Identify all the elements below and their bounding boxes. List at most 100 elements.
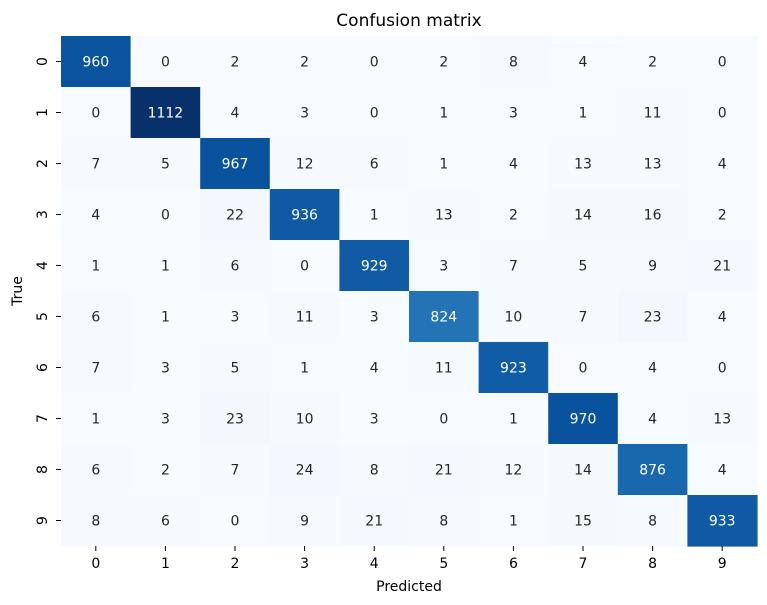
heatmap-cell — [409, 342, 480, 394]
cell-value-label: 5 — [161, 157, 170, 173]
cell-value-label: 0 — [439, 412, 448, 428]
heatmap-cell — [548, 138, 619, 190]
cell-value-label: 2 — [439, 55, 448, 71]
heatmap-cell — [548, 87, 619, 139]
cell-value-label: 23 — [226, 412, 244, 428]
cell-value-label: 967 — [222, 157, 249, 173]
cell-value-label: 7 — [231, 463, 240, 479]
cell-value-label: 8 — [91, 514, 100, 530]
heatmap-cell — [687, 240, 758, 292]
x-tick-label: 5 — [439, 556, 448, 572]
heatmap-cell — [548, 291, 619, 343]
heatmap-cell — [130, 87, 201, 139]
cell-value-label: 22 — [226, 208, 244, 224]
cell-value-label: 6 — [91, 463, 100, 479]
heatmap-cells: 960 0 2 2 0 2 8 4 2 00 1112 4 3 0 1 3 1 11 07 5 967 12 6 1 4 13 13… — [61, 36, 758, 547]
chart-title: Confusion matrix — [336, 11, 481, 31]
heatmap-cell — [339, 444, 410, 496]
heatmap-cell — [269, 189, 340, 241]
heatmap-cell — [200, 240, 271, 292]
heatmap-cell — [269, 240, 340, 292]
x-tick-label: 9 — [718, 556, 727, 572]
heatmap-cell — [339, 138, 410, 190]
cell-value-label: 21 — [365, 514, 383, 530]
cell-value-label: 2 — [648, 55, 657, 71]
heatmap-cell — [61, 444, 132, 496]
cell-value-label: 960 — [82, 55, 109, 71]
heatmap-cell — [61, 393, 132, 445]
cell-value-label: 6 — [161, 514, 170, 530]
cell-value-label: 21 — [713, 259, 731, 275]
heatmap-cell — [269, 291, 340, 343]
cell-value-label: 11 — [644, 106, 662, 122]
cell-value-label: 4 — [370, 361, 379, 377]
cell-value-label: 21 — [435, 463, 453, 479]
x-tick-label: 2 — [231, 556, 240, 572]
heatmap-cell — [687, 87, 758, 139]
heatmap-cell — [269, 495, 340, 547]
cell-value-label: 2 — [231, 55, 240, 71]
heatmap-cell — [409, 87, 480, 139]
cell-value-label: 12 — [504, 463, 522, 479]
heatmap-cell — [617, 138, 688, 190]
cell-value-label: 7 — [91, 361, 100, 377]
cell-value-label: 8 — [648, 514, 657, 530]
cell-value-label: 936 — [291, 208, 318, 224]
cell-value-label: 3 — [231, 310, 240, 326]
heatmap-cell — [339, 240, 410, 292]
heatmap-cell — [339, 393, 410, 445]
cell-value-label: 1 — [161, 310, 170, 326]
heatmap-cell — [130, 342, 201, 394]
cell-value-label: 4 — [648, 412, 657, 428]
heatmap-cell — [200, 495, 271, 547]
y-tick-label: 1 — [35, 108, 51, 117]
heatmap-cell — [200, 444, 271, 496]
cell-value-label: 6 — [231, 259, 240, 275]
heatmap-cell — [687, 495, 758, 547]
heatmap-cell — [200, 342, 271, 394]
heatmap-cell — [478, 240, 549, 292]
heatmap-cell — [478, 36, 549, 88]
cell-value-label: 3 — [161, 361, 170, 377]
heatmap-cell — [478, 444, 549, 496]
heatmap-cell — [339, 291, 410, 343]
cell-value-label: 2 — [300, 55, 309, 71]
heatmap-cell — [200, 138, 271, 190]
cell-value-label: 0 — [91, 106, 100, 122]
heatmap-cell — [617, 240, 688, 292]
cell-value-label: 13 — [574, 157, 592, 173]
cell-value-label: 24 — [296, 463, 314, 479]
cell-value-label: 8 — [370, 463, 379, 479]
cell-value-label: 2 — [509, 208, 518, 224]
heatmap-cell — [269, 138, 340, 190]
heatmap-cell — [409, 444, 480, 496]
heatmap-cell — [200, 87, 271, 139]
cell-value-label: 12 — [296, 157, 314, 173]
cell-value-label: 3 — [439, 259, 448, 275]
heatmap-cell — [687, 189, 758, 241]
x-tick-label: 3 — [300, 556, 309, 572]
cell-value-label: 1 — [579, 106, 588, 122]
cell-value-label: 1 — [509, 514, 518, 530]
heatmap-cell — [61, 342, 132, 394]
heatmap-cell — [61, 87, 132, 139]
cell-value-label: 13 — [713, 412, 731, 428]
heatmap-cell — [61, 291, 132, 343]
heatmap-cell — [339, 495, 410, 547]
heatmap-cell — [269, 393, 340, 445]
heatmap-cell — [617, 444, 688, 496]
cell-value-label: 876 — [639, 463, 666, 479]
cell-value-label: 3 — [300, 106, 309, 122]
heatmap-cell — [687, 444, 758, 496]
y-tick-label: 4 — [35, 261, 51, 270]
cell-value-label: 0 — [161, 55, 170, 71]
cell-value-label: 2 — [161, 463, 170, 479]
heatmap-cell — [617, 495, 688, 547]
cell-value-label: 6 — [91, 310, 100, 326]
cell-value-label: 1 — [300, 361, 309, 377]
heatmap-cell — [130, 495, 201, 547]
y-tick-label: 2 — [35, 159, 51, 168]
cell-value-label: 11 — [296, 310, 314, 326]
heatmap-cell — [339, 36, 410, 88]
heatmap-cell — [409, 138, 480, 190]
